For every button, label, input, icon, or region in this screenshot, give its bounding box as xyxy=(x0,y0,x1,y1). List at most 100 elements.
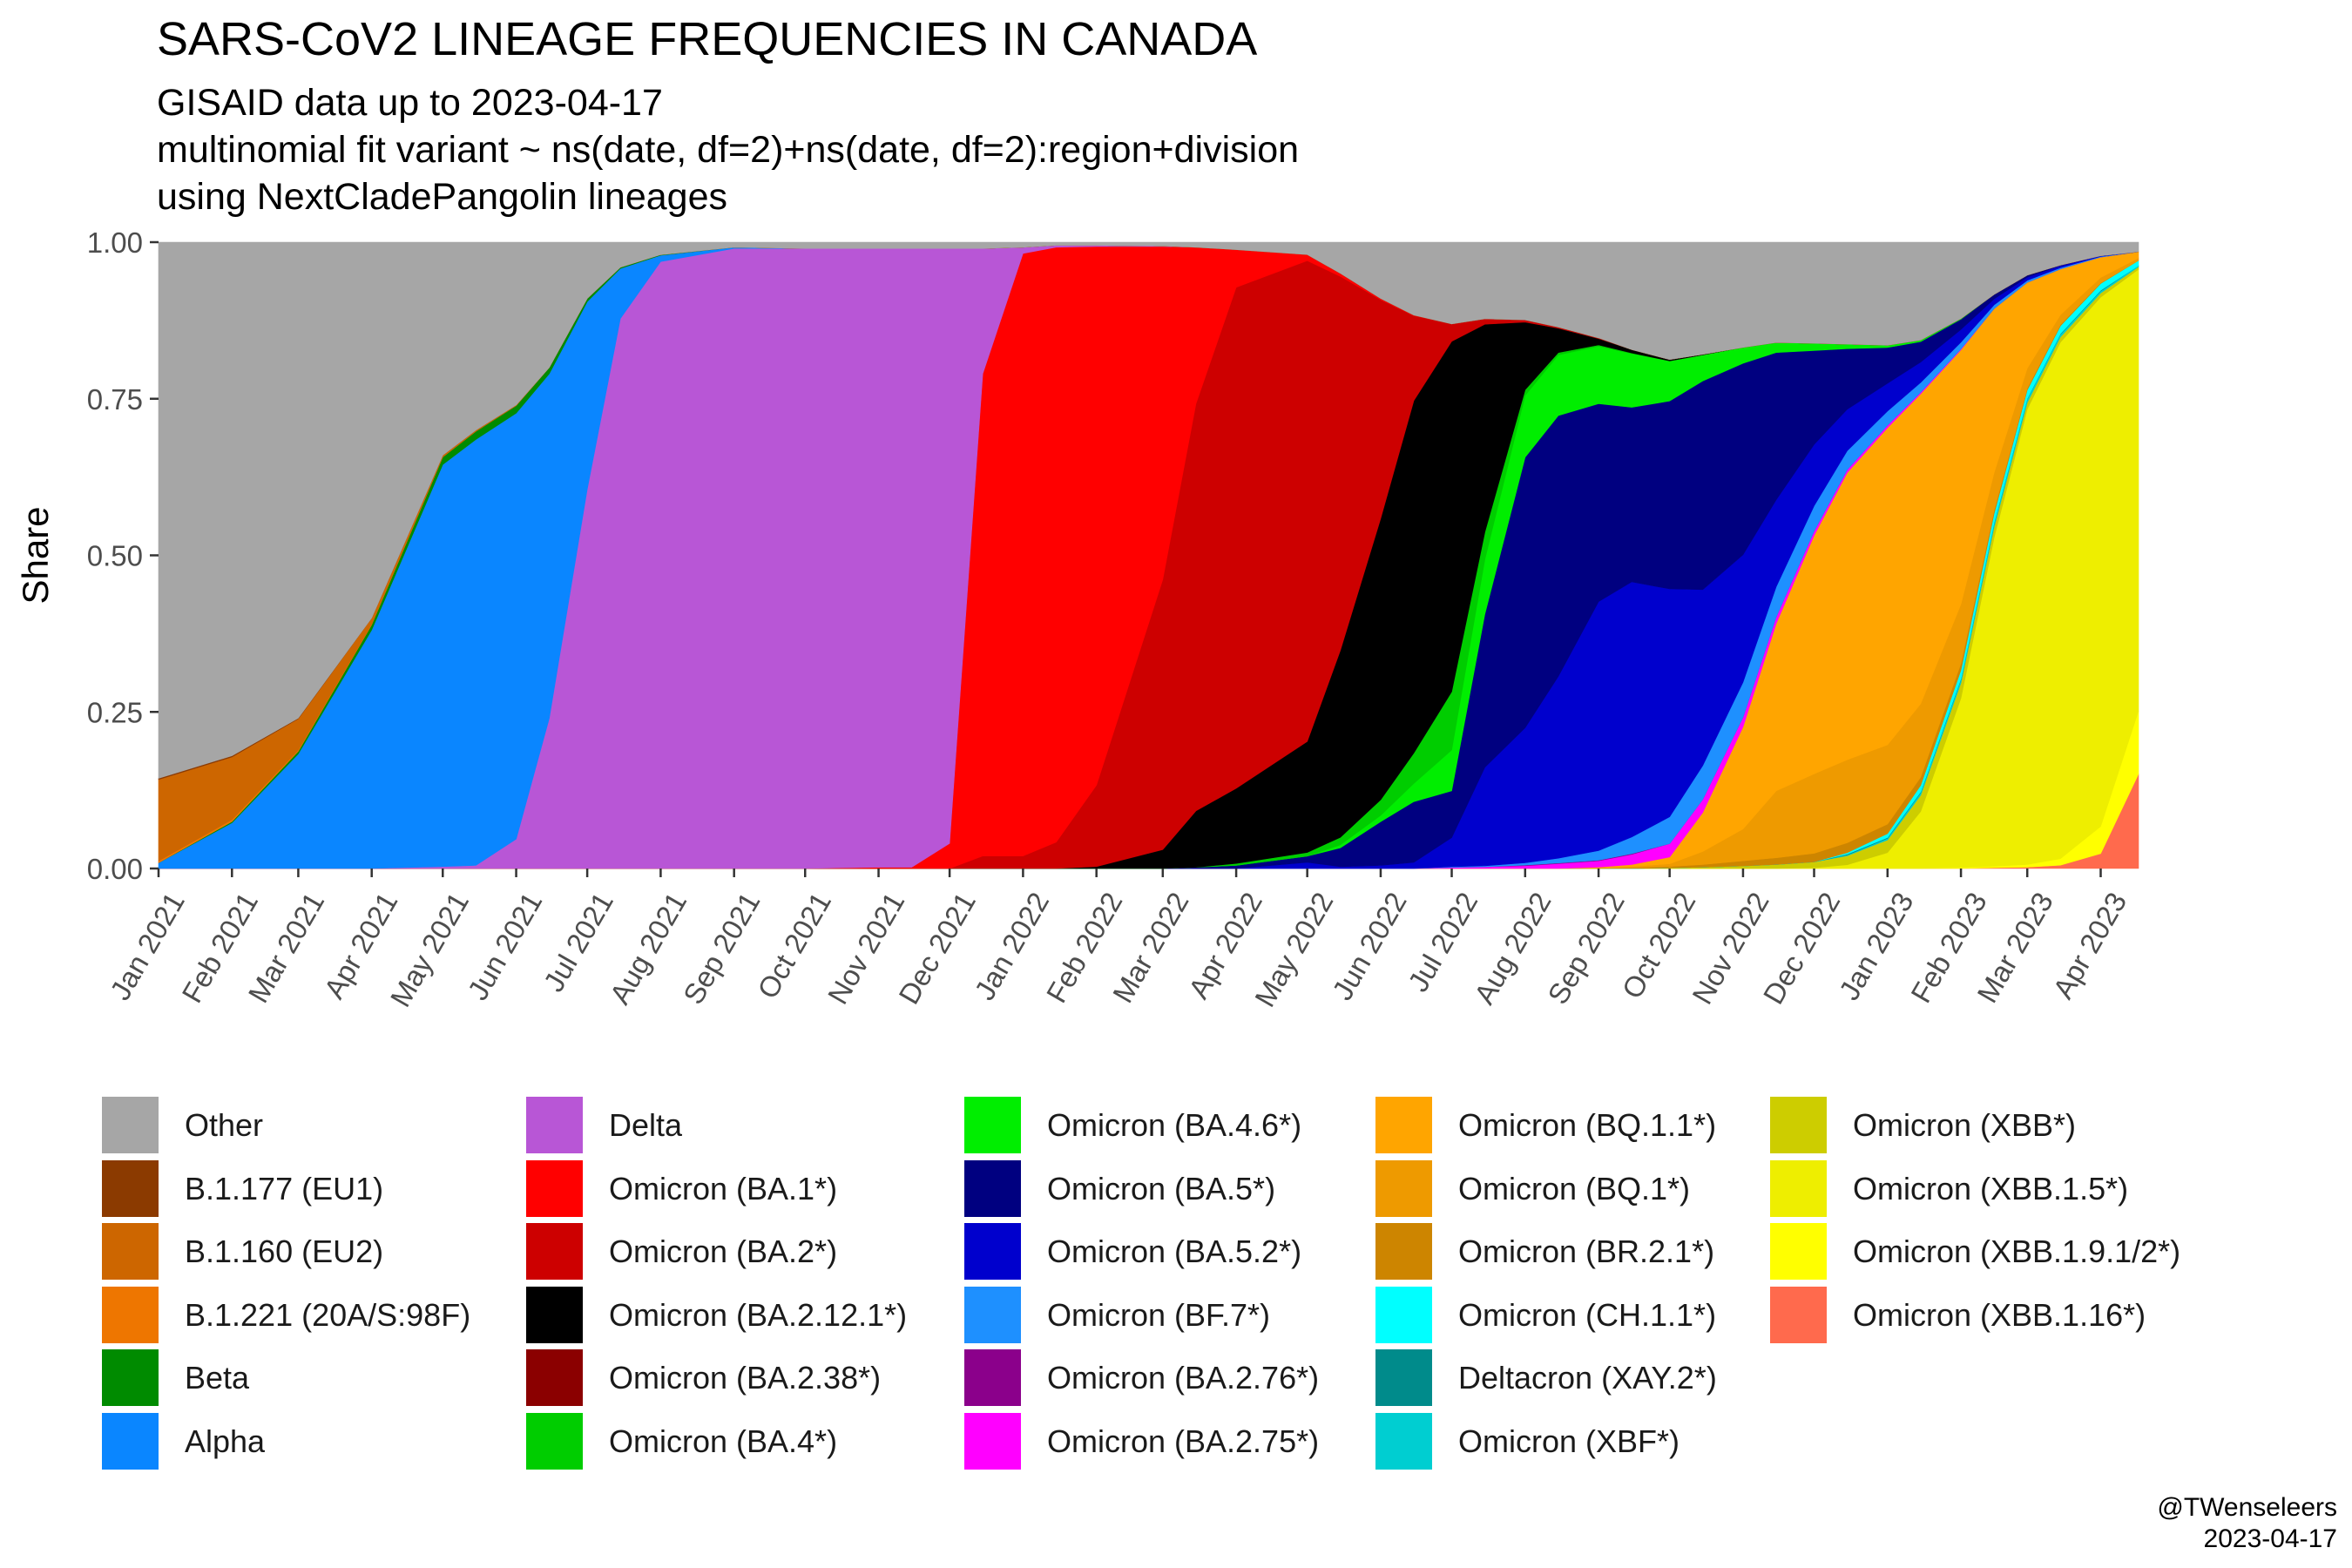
legend-label: Omicron (BA.5.2*) xyxy=(1047,1233,1302,1269)
x-tick-label: Jun 2021 xyxy=(461,887,548,1005)
legend-item: Omicron (BA.4*) xyxy=(526,1412,936,1475)
legend-swatch xyxy=(964,1349,1021,1406)
legend-item: Beta xyxy=(102,1348,511,1411)
legend-item: Omicron (BQ.1.1*) xyxy=(1375,1096,1785,1159)
legend-item: Delta xyxy=(526,1096,936,1159)
legend-label: Omicron (BA.4.6*) xyxy=(1047,1107,1302,1143)
legend-label: B.1.160 (EU2) xyxy=(185,1233,384,1269)
legend-swatch xyxy=(1375,1097,1432,1153)
legend-swatch xyxy=(1375,1159,1432,1217)
legend-item: Omicron (XBB.1.5*) xyxy=(1770,1159,2180,1222)
legend-label: Delta xyxy=(609,1107,683,1143)
legend-swatch xyxy=(102,1286,159,1343)
legend-swatch xyxy=(1770,1097,1827,1153)
legend-label: Omicron (BA.2.76*) xyxy=(1047,1360,1320,1396)
legend-item: Alpha xyxy=(102,1412,511,1475)
legend-item: Other xyxy=(102,1096,511,1159)
legend-item: B.1.160 (EU2) xyxy=(102,1222,511,1285)
legend-item: Omicron (BQ.1*) xyxy=(1375,1159,1785,1222)
legend-label: Omicron (CH.1.1*) xyxy=(1458,1296,1717,1333)
legend-label: Omicron (BA.2.38*) xyxy=(609,1360,882,1396)
legend-label: Omicron (BA.2*) xyxy=(609,1233,838,1269)
legend-item: Omicron (XBB.1.9.1/2*) xyxy=(1770,1222,2180,1285)
x-tick-label: Apr 2023 xyxy=(2046,887,2132,1004)
plot-areas xyxy=(158,241,2139,869)
legend-item: B.1.177 (EU1) xyxy=(102,1159,511,1222)
legend-label: Omicron (BQ.1.1*) xyxy=(1458,1107,1717,1143)
legend-swatch xyxy=(1770,1286,1827,1343)
legend-swatch xyxy=(964,1412,1021,1470)
y-tick-label: 0.00 xyxy=(87,853,143,885)
legend-item: Omicron (BA.5*) xyxy=(964,1159,1374,1222)
legend-item: Omicron (XBF*) xyxy=(1375,1412,1785,1475)
legend-label: Other xyxy=(185,1107,264,1143)
legend-label: Omicron (BF.7*) xyxy=(1047,1296,1271,1333)
legend-swatch xyxy=(1375,1286,1432,1343)
legend-label: Omicron (BA.1*) xyxy=(609,1170,838,1206)
legend-swatch xyxy=(1375,1349,1432,1406)
legend-item: Omicron (BA.2.12.1*) xyxy=(526,1286,936,1348)
legend-item: Omicron (BA.2*) xyxy=(526,1222,936,1285)
legend-swatch xyxy=(102,1349,159,1406)
legend-swatch xyxy=(1375,1223,1432,1280)
legend-swatch xyxy=(102,1159,159,1217)
legend-swatch xyxy=(102,1097,159,1153)
legend-label: B.1.177 (EU1) xyxy=(185,1170,384,1206)
legend-swatch xyxy=(526,1097,583,1153)
legend-swatch xyxy=(964,1097,1021,1153)
legend-label: Omicron (XBB.1.9.1/2*) xyxy=(1853,1233,2181,1269)
legend-label: Alpha xyxy=(185,1423,266,1459)
legend-item: Omicron (BA.1*) xyxy=(526,1159,936,1222)
legend-item: Omicron (BF.7*) xyxy=(964,1286,1374,1348)
legend-item: Omicron (BA.2.75*) xyxy=(964,1412,1374,1475)
legend-label: B.1.221 (20A/S:98F) xyxy=(185,1296,471,1333)
legend-item: Omicron (XBB.1.16*) xyxy=(1770,1286,2180,1348)
legend-label: Omicron (XBB*) xyxy=(1853,1107,2077,1143)
y-axis-label: Share xyxy=(15,506,56,604)
legend-swatch xyxy=(102,1412,159,1470)
x-tick-label: Jun 2022 xyxy=(1326,887,1413,1005)
y-tick-label: 1.00 xyxy=(87,226,143,259)
x-tick-label: Jul 2021 xyxy=(537,887,619,997)
legend-swatch xyxy=(526,1223,583,1280)
legend-item: Deltacron (XAY.2*) xyxy=(1375,1348,1785,1411)
legend-label: Omicron (BQ.1*) xyxy=(1458,1170,1691,1206)
legend-swatch xyxy=(526,1412,583,1470)
legend-swatch xyxy=(1770,1223,1827,1280)
legend-label: Deltacron (XAY.2*) xyxy=(1458,1360,1717,1396)
legend-label: Omicron (BA.2.12.1*) xyxy=(609,1296,908,1333)
legend-item: Omicron (XBB*) xyxy=(1770,1096,2180,1159)
legend-label: Beta xyxy=(185,1360,250,1396)
legend-swatch xyxy=(526,1159,583,1217)
legend-item: Omicron (BA.5.2*) xyxy=(964,1222,1374,1285)
y-tick-label: 0.50 xyxy=(87,540,143,572)
legend-swatch xyxy=(1375,1412,1432,1470)
chart-subtitle-line-3: using NextCladePangolin lineages xyxy=(157,176,727,218)
legend-swatch xyxy=(1770,1159,1827,1217)
legend-item: Omicron (BA.2.38*) xyxy=(526,1348,936,1411)
legend-item: Omicron (CH.1.1*) xyxy=(1375,1286,1785,1348)
legend-item: Omicron (BR.2.1*) xyxy=(1375,1222,1785,1285)
legend-label: Omicron (XBF*) xyxy=(1458,1423,1680,1459)
legend-item: B.1.221 (20A/S:98F) xyxy=(102,1286,511,1348)
chart-subtitle-line-2: multinomial fit variant ~ ns(date, df=2)… xyxy=(157,129,1300,171)
legend-label: Omicron (XBB.1.16*) xyxy=(1853,1296,2146,1333)
legend-item: Omicron (BA.2.76*) xyxy=(964,1348,1374,1411)
legend-swatch xyxy=(526,1349,583,1406)
legend-label: Omicron (BA.5*) xyxy=(1047,1170,1276,1206)
legend-swatch xyxy=(964,1286,1021,1343)
legend: Other B.1.177 (EU1) B.1.160 (EU2) B.1.221 (… xyxy=(102,1096,2280,1479)
legend-swatch xyxy=(964,1223,1021,1280)
legend-swatch xyxy=(964,1159,1021,1217)
chart-subtitle-line-1: GISAID data up to 2023-04-17 xyxy=(157,82,663,124)
x-tick-label: Jul 2022 xyxy=(1402,887,1484,997)
legend-swatch xyxy=(102,1223,159,1280)
legend-label: Omicron (BA.2.75*) xyxy=(1047,1423,1320,1459)
y-tick-label: 0.25 xyxy=(87,696,143,728)
legend-label: Omicron (BA.4*) xyxy=(609,1423,838,1459)
legend-item: Omicron (BA.4.6*) xyxy=(964,1096,1374,1159)
caption-author: @TWenseleers xyxy=(2157,1493,2337,1522)
y-tick-label: 0.75 xyxy=(87,383,143,416)
area-other xyxy=(158,241,2139,779)
